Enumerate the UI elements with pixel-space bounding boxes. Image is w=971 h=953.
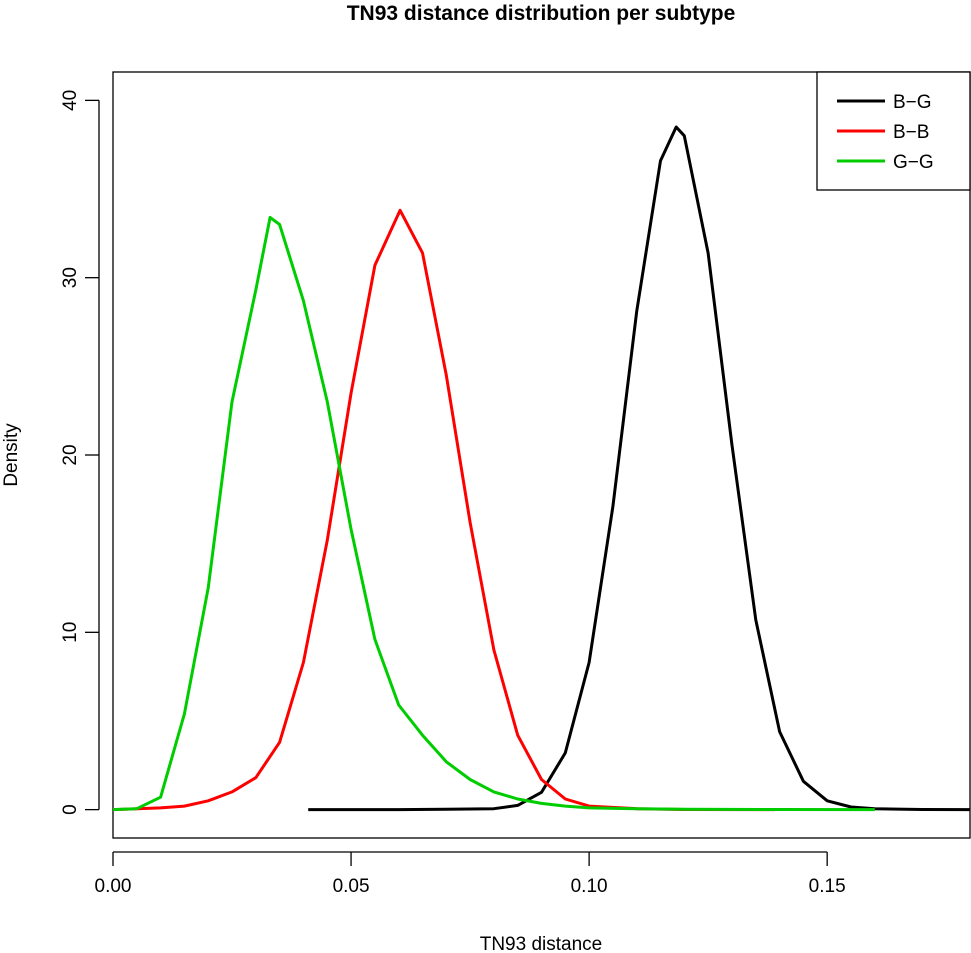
y-axis: 0 10 20 30 40: [60, 90, 100, 815]
x-tick-label: 0.00: [95, 876, 132, 897]
series-line-bb: [112, 208, 775, 812]
y-tick-label: 10: [60, 622, 81, 643]
y-axis-label: Density: [1, 423, 22, 487]
legend-label: B−G: [893, 92, 932, 113]
series-line-gg: [112, 215, 875, 812]
series-lines: [112, 125, 971, 812]
x-axis: 0.00 0.05 0.10 0.15: [95, 851, 846, 897]
y-tick-label: 40: [60, 90, 81, 111]
chart-title: TN93 distance distribution per subtype: [347, 2, 736, 25]
y-tick-label: 0: [60, 804, 81, 815]
legend-label: B−B: [893, 122, 929, 143]
y-tick-label: 20: [60, 444, 81, 465]
series-line-bg: [308, 125, 971, 812]
legend-label: G−G: [893, 152, 934, 173]
x-tick-label: 0.05: [333, 876, 370, 897]
x-axis-label: TN93 distance: [480, 934, 603, 953]
x-tick-label: 0.15: [809, 876, 846, 897]
x-tick-label: 0.10: [571, 876, 608, 897]
y-tick-label: 30: [60, 267, 81, 288]
plot-frame: [112, 71, 971, 839]
legend: B−G B−B G−G: [816, 71, 971, 191]
